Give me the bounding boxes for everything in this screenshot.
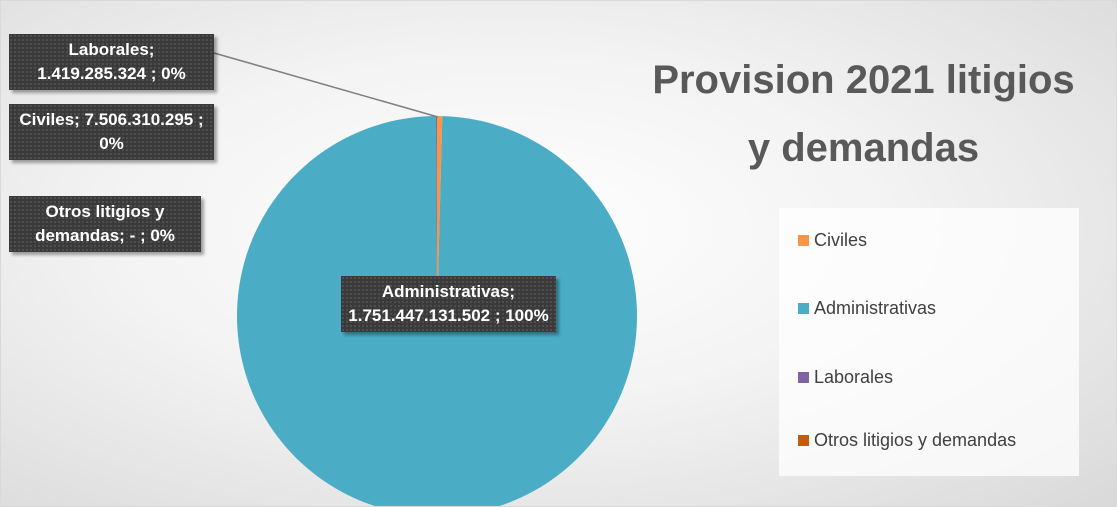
legend-swatch bbox=[798, 235, 809, 246]
legend-label: Otros litigios y demandas bbox=[814, 430, 1017, 450]
legend: Civiles Administrativas Laborales Otros lit… bbox=[779, 208, 1079, 476]
pie-slice bbox=[237, 116, 637, 506]
legend-item: Administrativas bbox=[798, 298, 936, 319]
legend-label: Civiles bbox=[814, 230, 868, 250]
legend-swatch bbox=[798, 372, 809, 383]
legend-swatch bbox=[798, 435, 809, 446]
legend-item: Civiles bbox=[798, 230, 867, 251]
legend-swatch bbox=[798, 303, 809, 314]
leader-line bbox=[213, 52, 439, 118]
pie-slice bbox=[437, 116, 443, 316]
legend-label: Laborales bbox=[814, 367, 894, 387]
pie-slice bbox=[435, 116, 437, 316]
data-label: Administrativas; 1.751.447.131.502 ; 100… bbox=[341, 276, 556, 332]
data-label: Otros litigios y demandas; - ; 0% bbox=[9, 196, 201, 252]
legend-item: Laborales bbox=[798, 367, 893, 388]
data-label: Civiles; 7.506.310.295 ; 0% bbox=[9, 104, 214, 160]
chart-title: Provision 2021 litigios y demandas bbox=[652, 58, 1075, 170]
legend-item: Otros litigios y demandas bbox=[798, 430, 1016, 451]
data-label: Laborales; 1.419.285.324 ; 0% bbox=[9, 34, 214, 90]
legend-label: Administrativas bbox=[814, 298, 937, 318]
